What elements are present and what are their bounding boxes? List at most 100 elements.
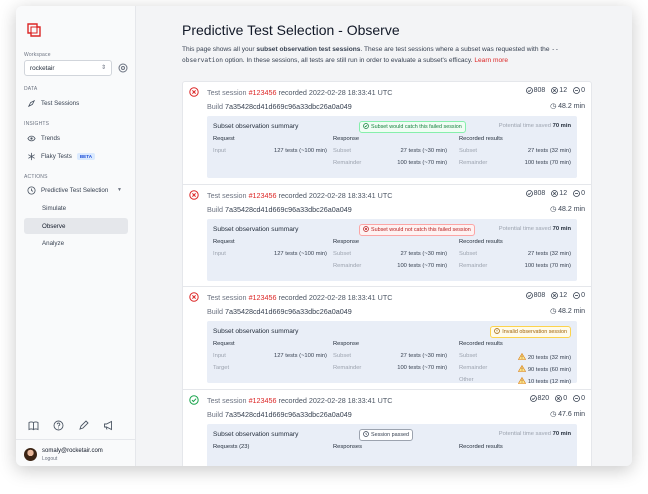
sidebar-item-test-sessions[interactable]: Test Sessions bbox=[24, 95, 128, 111]
request-value: 127 tests (~100 min) bbox=[273, 250, 327, 257]
sidebar-item-label: Flaky Tests bbox=[41, 152, 72, 160]
check-circle-icon bbox=[189, 395, 199, 405]
pen-icon[interactable] bbox=[78, 420, 89, 431]
response-label: Remainder bbox=[333, 262, 362, 269]
build-hash[interactable]: 7a35428cd41d669c96a33dbc26a0a049 bbox=[224, 409, 352, 419]
failed-count: 0 bbox=[555, 395, 567, 402]
column-header: Recorded results bbox=[459, 443, 503, 450]
main-content: Predictive Test Selection - Observe This… bbox=[136, 6, 632, 466]
page-title: Predictive Test Selection - Observe bbox=[182, 22, 400, 38]
session-card[interactable]: Test session #123456 recorded 2022-02-28… bbox=[183, 82, 591, 185]
book-icon[interactable] bbox=[28, 420, 39, 431]
workspace-value: rocketair bbox=[30, 65, 55, 72]
result-label: Subset bbox=[459, 148, 478, 154]
sidebar-item-trends[interactable]: Trends bbox=[24, 130, 128, 146]
megaphone-icon[interactable] bbox=[103, 420, 114, 431]
potential-time-saved: Potential time saved 70 min bbox=[498, 430, 571, 437]
logout-link[interactable]: Logout bbox=[42, 456, 58, 462]
help-icon[interactable] bbox=[53, 420, 64, 431]
x-circle-icon bbox=[551, 189, 559, 197]
build-hash[interactable]: 7a35428cd41d669c96a33dbc26a0a049 bbox=[224, 204, 352, 214]
check-circle-icon bbox=[529, 394, 537, 402]
summary-title: Subset observation summary bbox=[213, 123, 299, 130]
recorded-label: recorded bbox=[278, 293, 307, 303]
check-circle-icon bbox=[525, 189, 533, 197]
warning-icon bbox=[517, 377, 526, 384]
workspace-label: Workspace bbox=[24, 52, 51, 58]
recorded-label: recorded bbox=[278, 395, 307, 405]
user-panel: somaly@rocketair.com Logout bbox=[16, 439, 136, 466]
launchable-logo-icon[interactable] bbox=[26, 22, 42, 38]
sidebar-item-label: Analyze bbox=[42, 239, 65, 247]
potential-time-saved: Potential time saved 70 min bbox=[498, 225, 571, 232]
failed-count: 12 bbox=[551, 190, 567, 197]
session-card[interactable]: Test session #123456 recorded 2022-02-28… bbox=[183, 390, 591, 466]
response-value: 100 tests (~70 min) bbox=[397, 365, 447, 372]
test-stats: 808 12 0 bbox=[525, 87, 585, 94]
footer-icons bbox=[28, 420, 114, 431]
section-actions: ACTIONS bbox=[24, 174, 48, 180]
session-card[interactable]: Test session #123456 recorded 2022-02-28… bbox=[183, 185, 591, 288]
duration: ◷ 47.6 min bbox=[550, 410, 585, 418]
warning-icon bbox=[517, 353, 526, 360]
session-line: Test session #123456 recorded 2022-02-28… bbox=[207, 293, 392, 302]
passed-count: 808 bbox=[525, 292, 545, 299]
sidebar-item-label: Test Sessions bbox=[41, 99, 80, 107]
build-hash[interactable]: 7a35428cd41d669c96a33dbc26a0a049 bbox=[224, 102, 352, 111]
select-chevron-icon: ⇕ bbox=[100, 65, 106, 71]
request-label: Target bbox=[213, 365, 230, 372]
response-label: Subset bbox=[333, 353, 352, 360]
build-line: Build 7a35428cd41d669c96a33dbc26a0a049 bbox=[207, 205, 352, 214]
sidebar-item-label: Simulate bbox=[42, 204, 67, 212]
x-circle-icon bbox=[555, 394, 563, 402]
session-label: Test session bbox=[207, 293, 247, 303]
session-link[interactable]: #123456 bbox=[248, 190, 277, 200]
sidebar-item-predictive-test-selection[interactable]: Predictive Test Selection ▼ bbox=[24, 182, 128, 198]
session-card[interactable]: Test session #123456 recorded 2022-02-28… bbox=[183, 287, 591, 390]
result-label: Remainder bbox=[459, 262, 488, 269]
beta-badge: BETA bbox=[76, 152, 96, 160]
sidebar-item-observe[interactable]: Observe bbox=[24, 218, 128, 234]
subset-summary: Subset observation summary Invalid obser… bbox=[207, 321, 577, 385]
status-badge: Subset would not catch this failed sessi… bbox=[359, 223, 475, 236]
workspace-select[interactable]: rocketair ⇕ bbox=[24, 60, 112, 76]
sidebar-item-simulate[interactable]: Simulate bbox=[24, 200, 128, 216]
minus-circle-icon bbox=[573, 292, 580, 300]
x-circle-icon bbox=[189, 87, 199, 97]
warning-icon bbox=[517, 365, 526, 372]
minus-circle-icon bbox=[573, 394, 580, 402]
skipped-count: 0 bbox=[573, 395, 585, 402]
page-description: This page shows all your subset observat… bbox=[182, 44, 587, 66]
sidebar-item-flaky-tests[interactable]: Flaky Tests BETA bbox=[24, 148, 128, 164]
column-header: Response bbox=[333, 238, 360, 245]
response-label: Remainder bbox=[333, 365, 362, 372]
build-line: Build 7a35428cd41d669c96a33dbc26a0a049 bbox=[207, 410, 352, 419]
build-hash[interactable]: 7a35428cd41d669c96a33dbc26a0a049 bbox=[224, 307, 352, 317]
result-value: 90 tests (60 min) bbox=[493, 365, 571, 373]
learn-more-link[interactable]: Learn more bbox=[474, 57, 509, 64]
result-label: Subset bbox=[459, 353, 478, 360]
response-value: 100 tests (~70 min) bbox=[397, 160, 447, 166]
response-label: Subset bbox=[333, 148, 352, 154]
sidebar: Workspace rocketair ⇕ DATA Test Sessions… bbox=[16, 6, 136, 466]
column-header: Request bbox=[213, 238, 235, 245]
desc-text: option. In these sessions, all tests are… bbox=[222, 57, 475, 64]
session-label: Test session bbox=[207, 190, 247, 200]
result-label: Remainder bbox=[459, 365, 488, 372]
session-link[interactable]: #123456 bbox=[248, 88, 277, 97]
passed-count: 820 bbox=[529, 394, 549, 402]
session-link[interactable]: #123456 bbox=[248, 293, 277, 303]
session-date: 2022-02-28 18:33:41 UTC bbox=[308, 88, 393, 97]
skipped-count: 0 bbox=[573, 292, 585, 299]
gear-icon[interactable] bbox=[117, 62, 129, 74]
test-stats: 808 12 0 bbox=[525, 189, 585, 197]
session-link[interactable]: #123456 bbox=[248, 395, 277, 405]
duration: ◷ 48.2 min bbox=[550, 205, 585, 213]
sidebar-item-analyze[interactable]: Analyze bbox=[24, 235, 128, 251]
summary-title: Subset observation summary bbox=[213, 430, 299, 438]
x-circle-icon bbox=[189, 292, 199, 302]
build-line: Build 7a35428cd41d669c96a33dbc26a0a049 bbox=[207, 102, 352, 111]
section-data: DATA bbox=[24, 86, 38, 92]
column-header: Requests (23) bbox=[213, 443, 250, 450]
column-header: Response bbox=[333, 341, 360, 348]
